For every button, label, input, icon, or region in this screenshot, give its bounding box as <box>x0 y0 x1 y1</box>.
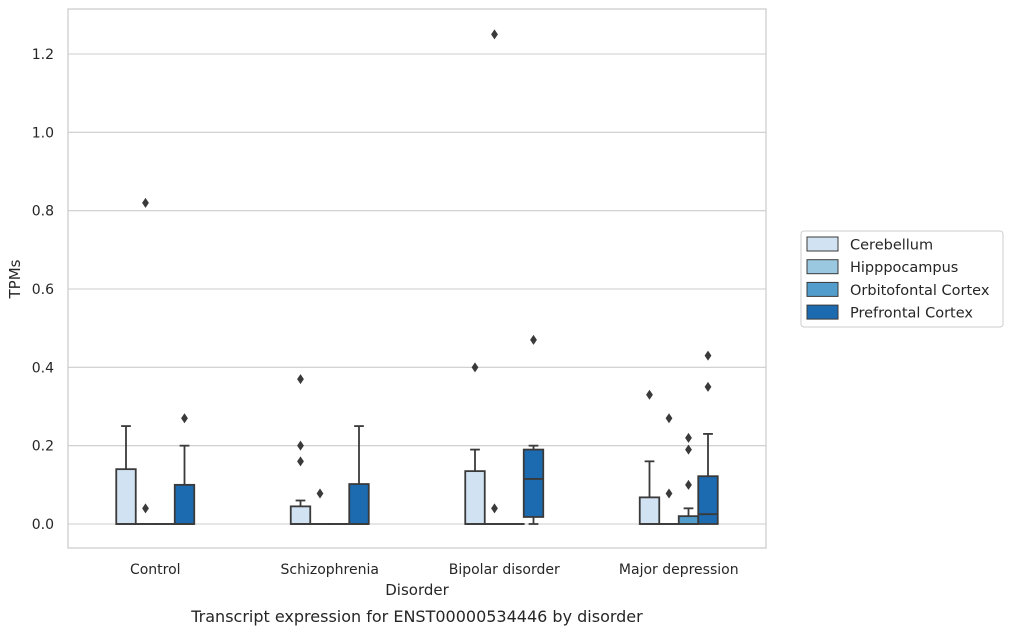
x-tick-label: Schizophrenia <box>281 562 379 578</box>
y-tick-label: 0.4 <box>32 360 54 376</box>
chart-caption: Transcript expression for ENST0000053444… <box>190 607 643 626</box>
legend-swatch <box>807 237 838 251</box>
box-body <box>116 469 136 524</box>
legend-swatch <box>807 305 838 319</box>
y-tick-labels: 0.0 0.2 0.4 0.6 0.8 1.0 1.2 <box>32 47 54 533</box>
plot-area-background <box>68 9 766 548</box>
y-tick-label: 1.0 <box>32 125 54 141</box>
legend-swatch <box>807 260 838 274</box>
y-axis-label: TPMs <box>6 259 24 299</box>
y-tick-label: 0.6 <box>32 282 54 298</box>
legend: Cerebellum Hipppocampus Orbitofontal Corte… <box>801 231 1003 327</box>
x-tick-label: Control <box>130 562 181 578</box>
y-tick-label: 0.0 <box>32 517 54 533</box>
x-tick-label: Bipolar disorder <box>449 562 560 578</box>
box-body <box>698 476 718 524</box>
legend-swatch <box>807 282 838 296</box>
legend-label: Hipppocampus <box>850 260 958 276</box>
box-body <box>175 485 195 524</box>
box-body <box>291 506 311 524</box>
box-body <box>465 471 485 524</box>
legend-label: Cerebellum <box>850 238 933 254</box>
legend-label: Prefrontal Cortex <box>850 306 973 322</box>
box-body <box>640 497 660 524</box>
x-tick-label: Major depression <box>619 562 739 578</box>
y-tick-label: 0.2 <box>32 439 54 455</box>
box-body <box>679 516 699 524</box>
y-tick-label: 0.8 <box>32 204 54 220</box>
y-tick-label: 1.2 <box>32 47 54 63</box>
x-tick-labels: Control Schizophrenia Bipolar disorder Majo… <box>130 562 739 578</box>
x-axis-label: Disorder <box>385 581 449 599</box>
box-body <box>524 450 544 517</box>
box-body <box>349 484 369 524</box>
legend-label: Orbitofontal Cortex <box>850 283 990 299</box>
